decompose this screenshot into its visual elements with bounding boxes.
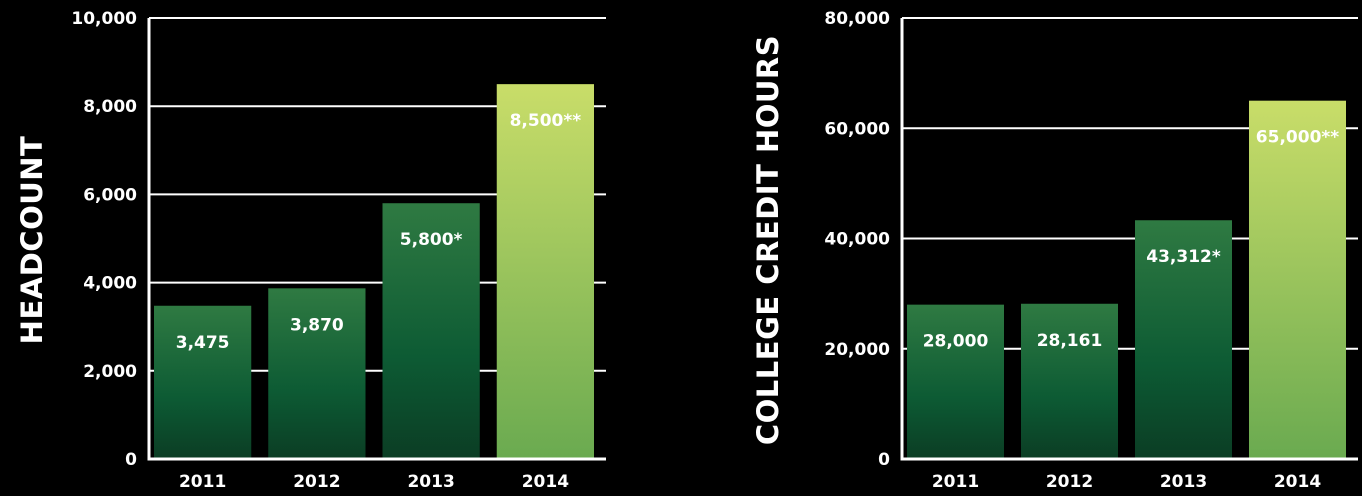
bar-2013 — [382, 203, 480, 459]
data-label: 28,161 — [1037, 331, 1103, 351]
data-label: 5,800* — [400, 230, 463, 250]
y-tick-label: 0 — [878, 450, 890, 470]
y-tick-label: 40,000 — [824, 230, 890, 250]
x-tick-label: 2011 — [932, 472, 979, 492]
x-tick-label: 2014 — [522, 472, 569, 492]
x-tick-label: 2013 — [407, 472, 454, 492]
y-tick-label: 20,000 — [824, 340, 890, 360]
x-tick-label: 2012 — [1046, 472, 1093, 492]
bar-2014 — [496, 84, 594, 460]
bar-2012 — [268, 288, 366, 459]
x-tick-label: 2014 — [1274, 472, 1321, 492]
credit-hours-chart: 0 20,000 40,000 60,000 80,000 28,000 2011 28,16… — [690, 0, 1362, 496]
y-tick-label: 60,000 — [824, 119, 890, 139]
headcount-chart: 0 2,000 4,000 6,000 8,000 10,000 3,475 2011 3,87… — [0, 0, 640, 496]
y-tick-label: 4,000 — [83, 274, 137, 294]
bar-2014 — [1249, 100, 1346, 459]
y-tick-label: 80,000 — [824, 9, 890, 29]
y-tick-label: 2,000 — [83, 362, 137, 382]
bar-2012 — [1021, 303, 1118, 459]
x-tick-label: 2012 — [293, 472, 340, 492]
x-tick-label: 2013 — [1160, 472, 1207, 492]
y-tick-label: 8,000 — [83, 97, 137, 117]
bar-2011 — [907, 304, 1004, 459]
data-label: 3,870 — [290, 315, 344, 335]
y-tick-label: 10,000 — [71, 9, 137, 29]
y-axis-title: HEADCOUNT — [15, 136, 49, 345]
data-label: 43,312* — [1146, 247, 1221, 267]
credit-hours-chart-svg: 0 20,000 40,000 60,000 80,000 28,000 2011 28,16… — [751, 9, 1358, 492]
y-tick-label: 0 — [125, 450, 137, 470]
data-label: 3,475 — [176, 333, 230, 353]
data-label: 8,500** — [510, 111, 582, 131]
y-axis-title: COLLEGE CREDIT HOURS — [751, 35, 785, 445]
y-tick-label: 6,000 — [83, 185, 137, 205]
data-label: 65,000** — [1256, 128, 1339, 148]
bar-2011 — [154, 305, 252, 459]
x-tick-label: 2011 — [179, 472, 226, 492]
headcount-chart-svg: 0 2,000 4,000 6,000 8,000 10,000 3,475 2011 3,87… — [15, 9, 606, 492]
bar-2013 — [1135, 220, 1232, 459]
data-label: 28,000 — [923, 332, 989, 352]
